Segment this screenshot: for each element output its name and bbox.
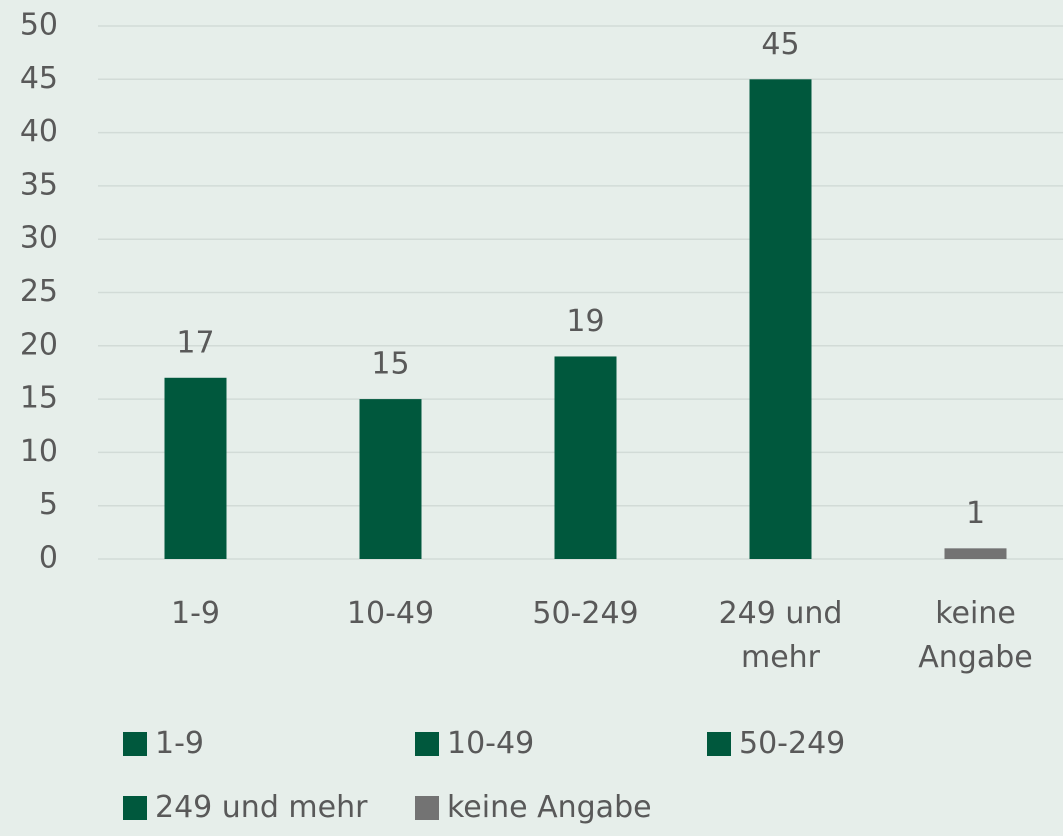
x-tick-label: keine Angabe — [918, 596, 1033, 675]
y-tick-label: 50 — [20, 8, 58, 43]
y-tick-label: 40 — [20, 114, 58, 149]
legend-item: 1-9 — [123, 722, 415, 766]
data-label: 17 — [176, 325, 214, 360]
legend-swatch — [123, 796, 147, 820]
bar — [944, 548, 1007, 559]
y-tick-label: 35 — [20, 167, 58, 202]
x-tick-label: 10-49 — [346, 596, 435, 631]
legend-item: 249 und mehr — [123, 786, 415, 830]
bar — [749, 79, 812, 560]
legend: 1-9 10-49 50-249 249 und mehr keine Angabe — [123, 722, 1023, 830]
data-label: 15 — [371, 347, 409, 382]
data-label: 19 — [566, 304, 604, 339]
legend-item: 50-249 — [707, 722, 999, 766]
y-tick-label: 10 — [20, 434, 58, 469]
y-tick-label: 0 — [39, 541, 58, 576]
x-tick-label: 249 und mehr — [718, 596, 843, 675]
legend-label: 249 und mehr — [155, 790, 368, 825]
x-tick-label: 1-9 — [171, 596, 220, 631]
legend-swatch — [123, 732, 147, 756]
legend-label: 50-249 — [739, 726, 846, 761]
data-label: 1 — [966, 496, 985, 531]
y-tick-label: 15 — [20, 381, 58, 416]
legend-item: 10-49 — [415, 722, 707, 766]
y-tick-label: 30 — [20, 221, 58, 256]
legend-label: keine Angabe — [447, 790, 652, 825]
legend-swatch — [415, 796, 439, 820]
y-tick-label: 20 — [20, 327, 58, 362]
data-label: 45 — [761, 27, 799, 62]
x-tick-label: 50-249 — [532, 596, 639, 631]
y-tick-label: 5 — [39, 487, 58, 522]
bar — [359, 399, 422, 559]
bar — [164, 377, 227, 559]
legend-swatch — [415, 732, 439, 756]
bar — [554, 356, 617, 559]
y-tick-label: 45 — [20, 61, 58, 96]
legend-swatch — [707, 732, 731, 756]
legend-label: 1-9 — [155, 726, 204, 761]
legend-item: keine Angabe — [415, 786, 707, 830]
legend-label: 10-49 — [447, 726, 535, 761]
y-tick-label: 25 — [20, 274, 58, 309]
